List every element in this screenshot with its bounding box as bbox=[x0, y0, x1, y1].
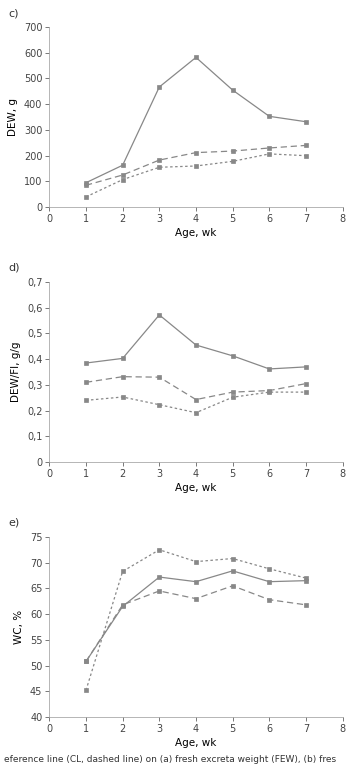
X-axis label: Age, wk: Age, wk bbox=[175, 738, 217, 748]
Text: c): c) bbox=[8, 8, 19, 18]
X-axis label: Age, wk: Age, wk bbox=[175, 228, 217, 238]
Text: d): d) bbox=[8, 263, 20, 273]
Y-axis label: DEW, g: DEW, g bbox=[8, 98, 18, 136]
Text: e): e) bbox=[8, 518, 19, 528]
Y-axis label: DEW/FI, g/g: DEW/FI, g/g bbox=[11, 342, 21, 402]
Y-axis label: WC, %: WC, % bbox=[14, 610, 24, 644]
Text: eference line (CL, dashed line) on (a) fresh excreta weight (FEW), (b) fres: eference line (CL, dashed line) on (a) f… bbox=[4, 755, 336, 764]
X-axis label: Age, wk: Age, wk bbox=[175, 483, 217, 493]
